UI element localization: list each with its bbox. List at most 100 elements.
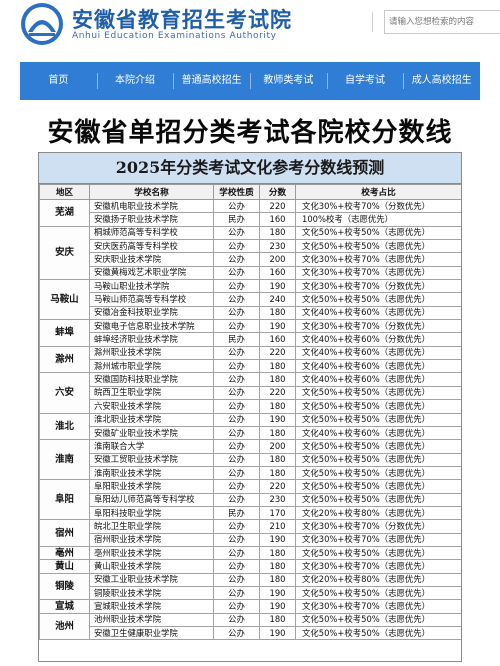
school-name-cell: 滁州职业技术学院 [89, 345, 214, 361]
ratio-cell: 文化50%+校考50%（志愿优先） [295, 292, 461, 307]
ratio-cell: 文化40%+校考60%（志愿优先） [295, 359, 461, 374]
school-nature-cell: 公办 [213, 625, 260, 641]
table-row: 铜陵 安徽工业职业技术学院 公办 180 文化20%+校考80%（志愿优先） [39, 572, 461, 601]
school-name-cell: 马鞍山职业技术学院 [89, 279, 214, 294]
table-title: 2025年分类考试文化参考分数线预测 [39, 153, 461, 184]
school-nature-cell: 公办 [213, 279, 260, 294]
school-name-cell: 安徽矿业职业技术学院 [89, 425, 214, 441]
nav-item-about[interactable]: 本院介绍 [96, 62, 174, 100]
header-school: 学校名称 [89, 184, 214, 200]
score-cell: 180 [259, 559, 296, 574]
ratio-cell: 文化50%+校考50%（志愿优先） [295, 412, 461, 427]
score-cell: 160 [259, 212, 296, 227]
ratio-cell: 文化20%+校考80%（志愿优先） [295, 505, 461, 521]
ratio-cell: 文化50%+校考50%（志愿优先） [295, 612, 461, 628]
school-nature-cell: 公办 [213, 292, 260, 307]
table-row: 阜阳幼儿师范高等专科学校 公办 230 文化50%+校考50%（志愿优先） [40, 492, 461, 507]
school-nature-cell: 公办 [213, 585, 260, 601]
school-name-cell: 滁州城市职业学院 [89, 359, 214, 374]
score-cell: 180 [259, 225, 296, 241]
school-nature-cell: 公办 [213, 305, 260, 321]
score-cell: 180 [259, 545, 296, 561]
search-input[interactable] [384, 10, 500, 34]
table-row: 淮南 淮南联合大学 公办 200 文化50%+校考50%（志愿优先） [39, 439, 461, 481]
school-name-cell: 安徽电子信息职业技术学院 [89, 319, 214, 334]
score-cell: 180 [259, 612, 296, 628]
score-cell: 190 [259, 532, 296, 547]
nav-item-adult-admission[interactable]: 成人高校招生 [403, 62, 480, 100]
nav-item-self-study-exam[interactable]: 自学考试 [326, 62, 404, 100]
school-name-cell: 桐城师范高等专科学校 [89, 225, 214, 241]
region-cell: 淮北 [39, 412, 90, 441]
score-cell: 180 [259, 572, 296, 587]
header-divider [372, 12, 373, 32]
school-name-cell: 安徽黄梅戏艺术职业学院 [89, 265, 214, 281]
score-cell: 170 [259, 505, 296, 521]
table-row: 安徽矿业职业技术学院 公办 180 文化40%+校考60%（志愿优先） [40, 425, 461, 441]
table-row: 滁州 滁州职业技术学院 公办 220 文化40%+校考60%（志愿优先） [39, 345, 461, 374]
table-row: 安徽工贸职业技术学院 公办 180 文化50%+校考50%（志愿优先） [40, 452, 461, 467]
region-cell: 亳州 [39, 545, 90, 561]
ratio-cell: 文化30%+校考70%（志愿优先） [295, 559, 461, 574]
table-row: 安庆职业技术学院 公办 200 文化30%+校考70%（志愿优先） [40, 252, 461, 267]
table-row: 阜阳 阜阳职业技术学院 公办 220 文化50%+校考50%（志愿优先） [39, 479, 461, 521]
school-nature-cell: 公办 [213, 385, 260, 401]
table-row: 铜陵职业技术学院 公办 190 文化50%+校考50%（志愿优先） [40, 585, 461, 601]
ratio-cell: 文化40%+校考60%（志愿优先） [295, 372, 461, 387]
header-ratio: 校考占比 [295, 184, 461, 200]
score-cell: 180 [259, 452, 296, 467]
ratio-cell: 文化30%+校考70%（分数优先） [295, 279, 461, 294]
ratio-cell: 文化50%+校考50%（志愿优先） [295, 399, 461, 414]
table-row: 安徽冶金科技职业学院 公办 180 文化40%+校考60%（志愿优先） [40, 305, 461, 321]
school-nature-cell: 公办 [213, 599, 260, 614]
table-row: 六安职业技术学院 公办 180 文化50%+校考50%（志愿优先） [40, 399, 461, 414]
logo-icon[interactable] [20, 2, 64, 46]
ratio-cell: 文化30%+校考70%（志愿优先） [295, 252, 461, 267]
school-name-cell: 蚌埠经济职业技术学院 [89, 332, 214, 347]
ratio-cell: 文化50%+校考50%（志愿优先） [295, 625, 461, 641]
score-cell: 190 [259, 599, 296, 614]
school-nature-cell: 公办 [213, 412, 260, 427]
school-name-cell: 宣城职业技术学院 [89, 599, 214, 614]
ratio-cell: 文化50%+校考50%（志愿优先） [295, 479, 461, 494]
table-row: 黄山 黄山职业技术学院 公办 180 文化30%+校考70%（志愿优先） [39, 559, 461, 574]
school-name-cell: 淮南联合大学 [89, 439, 214, 454]
table-row: 池州 池州职业技术学院 公办 180 文化50%+校考50%（志愿优先） [39, 612, 461, 641]
school-nature-cell: 公办 [213, 452, 260, 467]
nav-item-home[interactable]: 首页 [48, 75, 69, 86]
school-nature-cell: 公办 [213, 545, 260, 561]
ratio-cell: 文化50%+校考50%（志愿优先） [295, 545, 461, 561]
table-row: 宿州职业技术学院 公办 190 文化30%+校考70%（志愿优先） [40, 532, 461, 547]
school-nature-cell: 公办 [213, 225, 260, 241]
table-row: 阜阳科技职业学院 民办 170 文化20%+校考80%（志愿优先） [40, 505, 461, 521]
ratio-cell: 文化40%+校考60%（志愿优先） [295, 345, 461, 361]
table-row: 滁州城市职业学院 公办 180 文化40%+校考60%（志愿优先） [40, 359, 461, 374]
nav-item-general-admission[interactable]: 普通高校招生 [173, 62, 250, 100]
school-nature-cell: 公办 [213, 532, 260, 547]
score-cell: 180 [259, 305, 296, 321]
table-row: 淮北 淮北职业技术学院 公办 190 文化50%+校考50%（志愿优先） [39, 412, 461, 441]
region-cell: 阜阳 [39, 479, 90, 521]
school-name-cell: 安徽冶金科技职业学院 [89, 305, 214, 321]
region-cell: 芜湖 [39, 199, 90, 227]
region-cell: 安庆 [39, 225, 90, 281]
school-nature-cell: 公办 [213, 399, 260, 414]
school-nature-cell: 公办 [213, 252, 260, 267]
score-cell: 160 [259, 332, 296, 347]
ratio-cell: 文化50%+校考50%（志愿优先） [295, 439, 461, 454]
school-nature-cell: 公办 [213, 612, 260, 628]
school-nature-cell: 民办 [213, 505, 260, 521]
site-title[interactable]: 安徽省教育招生考试院 [72, 7, 292, 32]
region-cell: 六安 [39, 372, 90, 414]
region-cell: 马鞍山 [39, 279, 90, 321]
score-cell: 160 [259, 265, 296, 281]
score-cell: 220 [259, 385, 296, 401]
school-nature-cell: 公办 [213, 359, 260, 374]
school-nature-cell: 公办 [213, 198, 260, 214]
table-row: 马鞍山师范高等专科学校 公办 240 文化50%+校考50%（志愿优先） [40, 292, 461, 307]
nav-item-teacher-exam[interactable]: 教师类考试 [250, 62, 327, 100]
ratio-cell: 文化50%+校考50%（志愿优先） [295, 492, 461, 507]
school-name-cell: 阜阳职业技术学院 [89, 479, 214, 494]
table-row: 宿州 皖北卫生职业学院 公办 210 文化30%+校考70%（分数优先） [39, 519, 461, 547]
ratio-cell: 100%校考（志愿优先） [295, 212, 461, 227]
